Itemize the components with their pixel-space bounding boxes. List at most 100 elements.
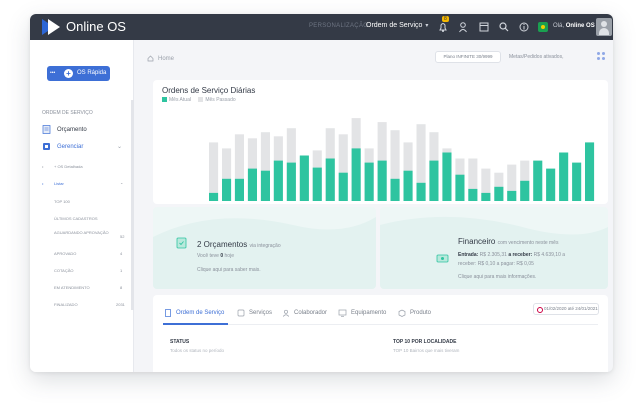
legend-swatch-current <box>162 97 167 103</box>
brand-name[interactable]: Online OS <box>66 19 126 34</box>
tab-produto[interactable]: Produto <box>410 310 432 316</box>
bar-current-month[interactable] <box>273 160 283 201</box>
quick-os-button[interactable]: ••• + OS Rápida <box>47 66 110 81</box>
budgets-text-prefix: Você teve <box>197 253 219 259</box>
bar-previous-month[interactable] <box>416 124 426 201</box>
bar-current-month[interactable] <box>234 178 244 201</box>
grid-icon[interactable] <box>596 51 606 61</box>
bar-current-month[interactable] <box>559 152 569 202</box>
bar-current-month[interactable] <box>299 155 309 202</box>
bell-icon[interactable] <box>436 20 450 34</box>
bar-previous-month[interactable] <box>209 142 219 201</box>
bar-previous-month[interactable] <box>481 168 491 201</box>
search-icon[interactable] <box>497 20 511 34</box>
bar-previous-month[interactable] <box>338 134 348 201</box>
breadcrumb[interactable]: Home <box>158 56 175 62</box>
bullet-icon: • <box>42 164 44 169</box>
sidebar-item-gerenciar[interactable]: Gerenciar <box>57 144 84 150</box>
bar-current-month[interactable] <box>494 186 504 201</box>
bar-current-month[interactable] <box>507 190 517 201</box>
tab-colaborador[interactable]: Colaborador <box>294 310 328 316</box>
services-icon <box>237 309 245 317</box>
tab-servicos[interactable]: Serviços <box>249 310 273 316</box>
bar-current-month[interactable] <box>247 168 257 201</box>
bar-current-month[interactable] <box>585 142 595 201</box>
sidebar-sub-cotacao[interactable]: COTAÇÃO <box>54 268 74 273</box>
bar-current-month[interactable] <box>364 162 374 201</box>
sidebar-item-orcamento[interactable]: Orçamento <box>57 127 87 133</box>
goals-label: Metas/Pedidos ativados, <box>509 54 564 60</box>
bar-current-month[interactable] <box>377 160 387 201</box>
money-icon <box>436 254 449 263</box>
bar-previous-month[interactable] <box>390 130 400 201</box>
sidebar-sub-aprovado[interactable]: APROVADO <box>54 251 77 256</box>
sidebar-sub-aguardando[interactable]: AGUARDANDO APROVAÇÃO <box>54 230 109 235</box>
info-icon[interactable] <box>517 20 531 34</box>
bar-current-month[interactable] <box>520 180 530 201</box>
financial-more-link[interactable]: Clique aqui para mais informações. <box>458 274 537 280</box>
chevron-down-icon: ⌄ <box>117 144 123 150</box>
bar-current-month[interactable] <box>403 170 413 201</box>
budgets-card[interactable]: 2 Orçamentos via integração Você teve 0 … <box>153 207 376 289</box>
budgets-more-link[interactable]: Clique aqui para saber mais. <box>197 267 261 273</box>
financial-line1-end: a <box>562 252 566 258</box>
bar-current-month[interactable] <box>533 160 543 201</box>
sidebar-sub-os-detalhada[interactable]: + OS Detalhada <box>54 164 83 169</box>
tab-equipamento[interactable]: Equipamento <box>351 310 387 316</box>
bar-current-month[interactable] <box>481 192 491 201</box>
product-icon <box>398 309 406 317</box>
date-range-picker[interactable]: 01/02/2020 até 24/01/2021 <box>533 303 599 315</box>
bar-current-month[interactable] <box>416 182 426 201</box>
bar-current-month[interactable] <box>390 178 400 201</box>
financial-title-small: com vencimento neste mês <box>497 240 559 246</box>
greeting: Olá, Online OS <box>553 23 595 29</box>
bar-current-month[interactable] <box>312 167 322 201</box>
bar-current-month[interactable] <box>442 152 452 202</box>
bar-current-month[interactable] <box>222 178 232 201</box>
tabs-divider <box>163 324 598 325</box>
calendar-icon[interactable] <box>477 20 491 34</box>
flag-icon[interactable] <box>538 22 548 32</box>
daily-orders-chart <box>209 118 595 202</box>
count-finalizado: 2031 <box>116 302 125 307</box>
home-icon[interactable] <box>147 55 154 62</box>
chart-legend: Mês Atual Mês Passado <box>162 97 242 103</box>
bar-current-month[interactable] <box>546 168 556 201</box>
chevron-down-icon: ⌄ <box>120 180 124 185</box>
bar-previous-month[interactable] <box>222 148 232 201</box>
bar-previous-month[interactable] <box>234 134 244 201</box>
top-bar: Online OS PERSONALIZAÇÃO Ordem de Serviç… <box>30 14 613 40</box>
bar-current-month[interactable] <box>286 162 296 201</box>
quick-os-label: OS Rápida <box>77 70 107 76</box>
user-icon[interactable] <box>456 20 470 34</box>
bar-current-month[interactable] <box>429 160 439 201</box>
tab-ordem-de-servico[interactable]: Ordem de Serviço <box>176 310 225 316</box>
sidebar-sub-ultimos[interactable]: ÚLTIMOS CADASTROS <box>54 216 98 221</box>
card-wave-decoration <box>380 216 608 289</box>
bar-current-month[interactable] <box>260 170 270 201</box>
bar-current-month[interactable] <box>209 192 219 201</box>
bar-current-month[interactable] <box>325 158 335 202</box>
plan-badge[interactable]: Plano INFINITE 30/9999 <box>435 51 501 63</box>
service-order-menu[interactable]: Ordem de Serviço ▾ <box>366 22 428 29</box>
sidebar-sub-listar[interactable]: Listar <box>54 181 64 186</box>
sidebar-sub-atendimento[interactable]: EM ATENDIMENTO <box>54 285 90 290</box>
bar-current-month[interactable] <box>572 162 582 201</box>
financial-card[interactable]: Financeiro com vencimento neste mês Entr… <box>380 207 608 289</box>
bar-current-month[interactable] <box>351 148 361 201</box>
avatar[interactable] <box>596 18 612 36</box>
bar-previous-month[interactable] <box>260 132 270 201</box>
bar-current-month[interactable] <box>468 188 478 201</box>
chevron-down-icon: ▾ <box>425 23 429 29</box>
bar-previous-month[interactable] <box>468 158 478 202</box>
logo-icon[interactable] <box>40 18 62 36</box>
financial-receive-label: a receber: <box>508 252 533 258</box>
personalization-link[interactable]: PERSONALIZAÇÃO <box>309 23 369 29</box>
sidebar-sub-finalizado[interactable]: FINALIZADO <box>54 302 78 307</box>
sidebar-scrollbar[interactable] <box>131 100 134 310</box>
budgets-text-suffix: hoje <box>224 253 234 259</box>
bar-previous-month[interactable] <box>507 164 517 201</box>
bar-current-month[interactable] <box>338 172 348 201</box>
bar-current-month[interactable] <box>455 174 465 201</box>
sidebar-sub-top100[interactable]: TOP 100 <box>54 199 70 204</box>
